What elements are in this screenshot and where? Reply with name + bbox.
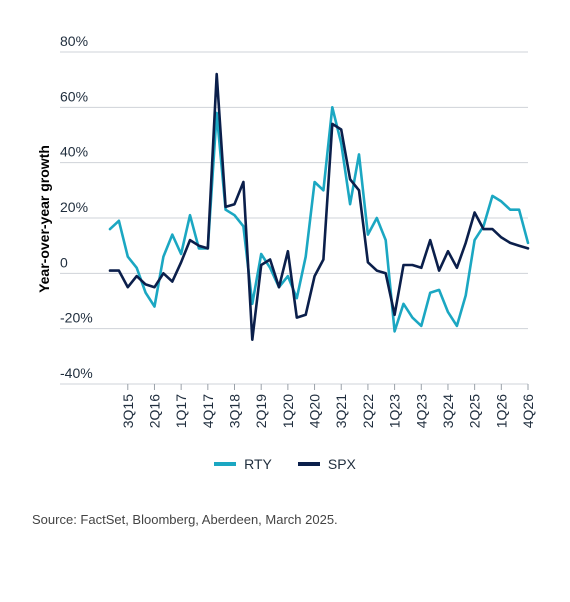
- x-tick-label: 2Q19: [253, 394, 269, 428]
- legend-label-spx: SPX: [327, 456, 356, 472]
- legend-swatch-rty: [214, 462, 237, 466]
- x-tick-label: 4Q20: [307, 394, 323, 428]
- y-tick-label: -20%: [60, 310, 93, 326]
- y-axis: -40% -20% 0 20% 40% 60% 80%: [60, 33, 93, 381]
- x-tick-label: 4Q17: [200, 394, 216, 428]
- legend-item-rty: RTY: [214, 456, 272, 472]
- x-tick-label: 2Q16: [146, 394, 162, 428]
- series-line-rty: [108, 106, 530, 333]
- plot-area: [108, 72, 530, 342]
- series-line-spx: [108, 72, 530, 342]
- x-tick-label: 1Q26: [493, 394, 509, 428]
- legend: RTY SPX: [0, 456, 570, 472]
- grid: [60, 51, 528, 385]
- y-axis-label: Year-over-year growth: [36, 145, 52, 293]
- x-tick-label: 3Q15: [120, 394, 136, 428]
- legend-label-rty: RTY: [244, 456, 272, 472]
- x-axis: 3Q15 2Q16 1Q17 4Q17 3Q18 2Q19 1Q20 4Q20 3Q21 2Q22…: [120, 384, 536, 428]
- y-tick-label: -40%: [60, 365, 93, 381]
- y-tick-label: 20%: [60, 199, 88, 215]
- x-tick-label: 1Q20: [280, 394, 296, 428]
- y-tick-label: 40%: [60, 144, 88, 160]
- source-note: Source: FactSet, Bloomberg, Aberdeen, Ma…: [32, 512, 338, 527]
- x-tick-label: 4Q23: [413, 394, 429, 428]
- x-tick-label: 1Q23: [387, 394, 403, 428]
- x-tick-label: 2Q25: [467, 394, 483, 428]
- y-tick-label: 60%: [60, 88, 88, 104]
- x-tick-label: 3Q24: [440, 394, 456, 428]
- y-tick-label: 80%: [60, 33, 88, 49]
- chart: -40%-20%020%40%60%80% 3Q15 2Q16 1Q17 4Q17 3Q…: [36, 33, 536, 428]
- x-tick-label: 2Q22: [360, 394, 376, 428]
- x-tick-label: 3Q18: [227, 394, 243, 428]
- x-tick-label: 4Q26: [520, 394, 536, 428]
- legend-swatch-spx: [297, 462, 320, 466]
- legend-item-spx: SPX: [297, 456, 356, 472]
- y-tick-label: 0: [60, 254, 68, 270]
- x-tick-label: 3Q21: [333, 394, 349, 428]
- x-tick-label: 1Q17: [173, 394, 189, 428]
